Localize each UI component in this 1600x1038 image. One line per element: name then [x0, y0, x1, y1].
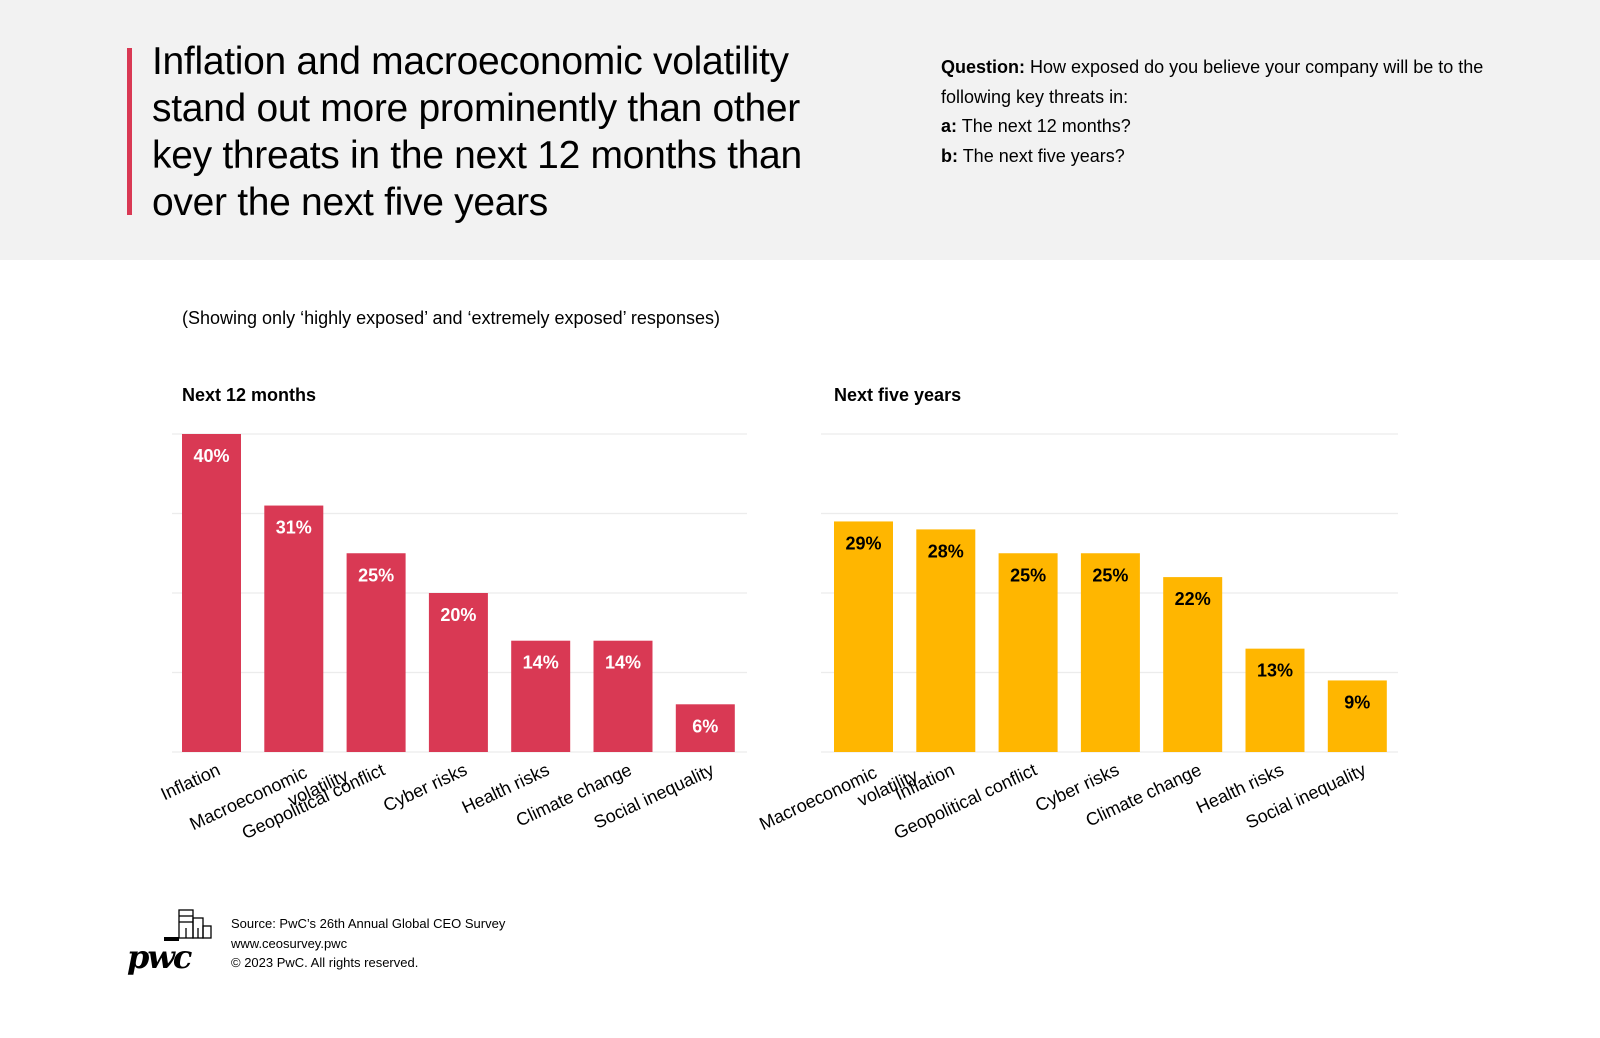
chart-subtitle: (Showing only ‘highly exposed’ and ‘extr…: [182, 308, 720, 328]
chart-title-five-years: Next five years: [834, 385, 962, 405]
data-label: 9%: [1344, 692, 1370, 712]
pwc-logo-wordmark: pwc: [127, 938, 192, 976]
bar-macroeconomic-volatility: [264, 505, 324, 752]
data-label: 40%: [193, 446, 229, 466]
pwc-logo-mark-icon: [164, 909, 212, 941]
copyright-text: © 2023 PwC. All rights reserved.: [231, 955, 419, 970]
data-label: 25%: [1010, 565, 1046, 585]
category-label: Cyber risks: [380, 759, 470, 815]
data-label: 31%: [276, 518, 312, 538]
bar-health-risks: [1245, 648, 1305, 752]
question-label: Question:: [941, 57, 1025, 77]
data-label: 28%: [928, 541, 964, 561]
chart-title-12-months: Next 12 months: [182, 385, 317, 405]
page-title: Inflation and macroeconomic volatility s…: [152, 40, 802, 224]
bar-charts: 40%Inflation31%Macroeconomicvolatility25…: [158, 433, 1398, 843]
survey-question: Question: How exposed do you believe you…: [941, 53, 1511, 171]
source-text: Source: PwC’s 26th Annual Global CEO Sur…: [231, 916, 506, 931]
bar-inflation: [916, 529, 976, 752]
category-label: Inflation: [158, 759, 224, 804]
bar-climate-change: [1163, 577, 1223, 752]
bar-inflation: [182, 434, 241, 752]
option-a-text: The next 12 months?: [961, 116, 1131, 136]
bar-social-inequality: [675, 704, 735, 752]
chart-five-years: 29%Macroeconomicvolatility28%Inflation25…: [756, 433, 1398, 843]
bar-geopolitical-conflict: [346, 553, 406, 752]
option-b-label: b:: [941, 145, 958, 166]
bar-macroeconomic-volatility: [834, 521, 893, 752]
data-label: 25%: [358, 565, 394, 585]
bar-social-inequality: [1327, 680, 1387, 752]
data-label: 22%: [1175, 589, 1211, 609]
data-label: 14%: [605, 653, 641, 673]
bar-cyber-risks: [428, 593, 488, 752]
data-label: 25%: [1092, 565, 1128, 585]
bar-cyber-risks: [1080, 553, 1140, 752]
option-b-text: The next five years?: [962, 145, 1125, 166]
bar-geopolitical-conflict: [998, 553, 1058, 752]
question-text: How exposed do you believe your company …: [941, 57, 1484, 107]
option-a-label: a:: [941, 116, 958, 136]
data-label: 29%: [845, 533, 881, 553]
bar-climate-change: [593, 640, 653, 752]
footer-source: Source: PwC’s 26th Annual Global CEO Sur…: [231, 914, 505, 973]
bar-health-risks: [511, 640, 571, 752]
header-panel: Inflation and macroeconomic volatility s…: [0, 0, 1600, 260]
pwc-logo: [127, 908, 217, 978]
data-label: 14%: [523, 653, 559, 673]
data-label: 13%: [1257, 661, 1293, 681]
chart-12-months: 40%Inflation31%Macroeconomicvolatility25…: [158, 433, 747, 843]
data-label: 6%: [692, 716, 718, 736]
data-label: 20%: [440, 605, 476, 625]
source-url: www.ceosurvey.pwc: [231, 935, 348, 951]
headline-accent-bar: [127, 48, 132, 215]
